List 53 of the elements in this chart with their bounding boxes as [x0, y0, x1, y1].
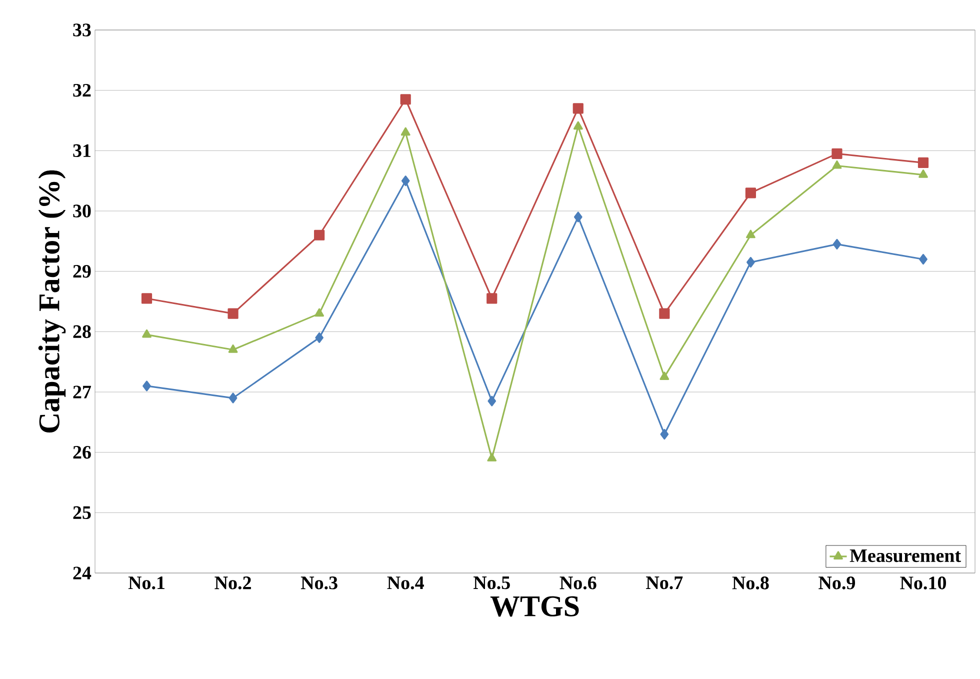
- y-tick-label: 31: [73, 144, 90, 158]
- point: [832, 160, 842, 169]
- point: [400, 127, 410, 136]
- legend-label: Measurement: [850, 549, 961, 562]
- y-tick-label: 33: [73, 24, 91, 36]
- x-tick-label: No.3: [300, 576, 338, 590]
- y-tick-label: 29: [73, 264, 91, 278]
- point: [141, 293, 152, 304]
- x-tick-label: No.10: [900, 576, 946, 590]
- point: [832, 238, 842, 250]
- point: [660, 428, 669, 440]
- point: [918, 157, 929, 168]
- point: [400, 94, 411, 105]
- y-tick-label: 30: [73, 204, 91, 218]
- y-tick-label: 27: [73, 386, 92, 398]
- x-axis-title: WTGS: [490, 596, 579, 617]
- point: [488, 396, 496, 406]
- point: [660, 372, 670, 380]
- x-tick-label: No.6: [560, 576, 596, 590]
- x-tick-label: No.1: [128, 576, 165, 590]
- y-tick-label: 24: [73, 566, 92, 580]
- point: [401, 176, 410, 186]
- point: [659, 308, 670, 319]
- point: [228, 392, 238, 404]
- x-tick-label: No.4: [387, 576, 424, 590]
- point: [487, 453, 497, 462]
- point: [314, 308, 324, 317]
- point: [142, 380, 151, 392]
- point: [314, 230, 325, 240]
- y-tick-label: 28: [73, 325, 91, 338]
- x-tick-label: No.5: [473, 576, 510, 590]
- point: [315, 332, 324, 343]
- point: [745, 188, 756, 198]
- point: [228, 308, 238, 319]
- point: [746, 230, 756, 238]
- point: [142, 329, 152, 338]
- x-tick-label: No.7: [646, 576, 683, 590]
- point: [228, 344, 238, 353]
- point: [832, 148, 842, 159]
- y-tick-label: 26: [73, 446, 91, 459]
- point: [573, 121, 583, 130]
- x-tick-label: No.8: [732, 576, 769, 590]
- point: [486, 293, 498, 304]
- point: [918, 169, 928, 178]
- y-tick-label: 25: [73, 506, 91, 520]
- point: [919, 254, 928, 265]
- point: [746, 256, 755, 268]
- y-tick-label: 32: [73, 84, 91, 97]
- x-tick-label: No.9: [818, 576, 856, 590]
- point: [574, 212, 582, 222]
- x-tick-label: No.2: [214, 576, 251, 590]
- y-axis-title: Capacity Factor (%): [38, 170, 66, 432]
- point: [572, 103, 584, 114]
